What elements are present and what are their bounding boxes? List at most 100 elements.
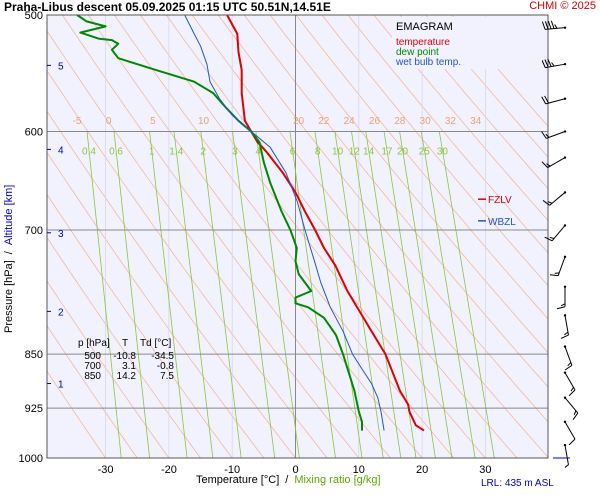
adiabat-label: 5 (150, 116, 156, 127)
temperature-tick-label: -30 (98, 464, 114, 476)
wind-barb-feather (541, 96, 547, 105)
wind-barb-station (563, 26, 567, 29)
temperature-tick-label: 30 (479, 464, 491, 476)
plot-area (47, 15, 548, 458)
axis-sep: / (3, 250, 15, 254)
dry-adiabat (217, 15, 548, 423)
credit: CHMI © 2025 (529, 0, 596, 12)
dry-adiabat (347, 15, 548, 254)
pressure-axis-label: Pressure [hPa] (3, 260, 15, 333)
mixing-ratio-label: 2 (200, 146, 206, 157)
pressure-tick-label: 925 (25, 403, 43, 415)
profile-line-wet-bulb-temp (184, 15, 385, 431)
wind-barb-feather (554, 272, 560, 274)
mixing-ratio-line (289, 131, 336, 458)
wind-barb-staff (557, 256, 566, 276)
mixing-ratio-line (149, 131, 188, 458)
wind-barb-staff (564, 346, 573, 366)
wind-barb (541, 95, 567, 105)
wind-barb-staff (564, 421, 576, 440)
wind-barb-feather (547, 201, 553, 204)
mixing-ratio-label: 10 (332, 146, 344, 157)
wind-barb-staff (549, 192, 566, 206)
mixing-ratio-label: 25 (419, 146, 431, 157)
dry-adiabat (243, 15, 548, 388)
mixing-ratio-line (113, 131, 151, 458)
y-axis-title: Pressure [hPa] / Altitude [km] (3, 185, 15, 333)
wind-barbs (541, 20, 579, 468)
x-axis-title: Temperature [°C] / Mixing ratio [g/kg] (196, 474, 381, 486)
wind-barb (563, 345, 573, 371)
table-pressure: 500 (84, 351, 101, 362)
wind-barb-staff (546, 131, 566, 139)
mixing-ratio-label: 12 (349, 146, 361, 157)
temperature-tick-label: 0 (292, 464, 298, 476)
table-temperature: 14.2 (117, 371, 137, 382)
wind-barb-staff (547, 157, 566, 169)
adiabat-label: 28 (394, 116, 406, 127)
adiabat-label: 22 (318, 116, 330, 127)
dry-adiabat (451, 15, 548, 127)
mixing-ratio-line (420, 131, 476, 458)
altitude-tick-label: 3 (58, 229, 64, 240)
table-header-cell: T (122, 338, 128, 349)
dry-adiabat (139, 15, 486, 458)
pressure-tick-label: 500 (25, 10, 43, 22)
temperature-tick-label: 10 (353, 464, 365, 476)
mixing-ratio-line (334, 131, 384, 458)
altitude-tick-label: 1 (58, 380, 64, 391)
dry-adiabat (47, 325, 138, 458)
mixing-ratio-line (351, 131, 402, 458)
mixing-ratio-line (232, 131, 276, 458)
mixing-ratio-line (383, 131, 436, 458)
wind-barb (541, 156, 567, 169)
wind-barb-feather (547, 20, 552, 30)
pressure-tick-label: 1000 (19, 453, 43, 465)
temperature-tick-label: 20 (416, 464, 428, 476)
dry-adiabat (47, 193, 233, 458)
plot-frame (46, 14, 549, 459)
wind-barb-feather (541, 131, 547, 139)
mixing-ratio-label: 20 (397, 146, 409, 157)
wind-barb-staff (551, 225, 566, 242)
wind-barb-feather (544, 95, 550, 104)
mixing-ratio-label: 0.4 (82, 146, 96, 157)
wind-barb-staff (564, 372, 576, 391)
dry-adiabat (62, 15, 391, 458)
dry-adiabat (191, 15, 548, 458)
wind-barb-feather (544, 21, 549, 30)
adiabat-label: 20 (293, 116, 305, 127)
dry-adiabat (47, 110, 296, 458)
wind-barb (563, 371, 576, 397)
table-header-cell: Td [°C] (140, 338, 171, 349)
dry-adiabat (47, 370, 106, 458)
wind-barb (544, 224, 567, 242)
table-pressure: 700 (84, 361, 101, 372)
mixing-ratio-label: 1.4 (169, 146, 183, 157)
wind-barb-feather (541, 161, 549, 168)
wind-barb-feather (541, 21, 546, 30)
wind-barb-staff (564, 315, 569, 336)
wind-barb-feather (567, 362, 572, 367)
dry-adiabat (399, 15, 548, 190)
pressure-tick-label: 600 (25, 127, 43, 139)
wind-barb-feather (568, 438, 576, 446)
wind-barb-feather (564, 364, 573, 371)
temperature-tick-label: -20 (161, 464, 177, 476)
mixing-ratio-label: 3 (232, 146, 238, 157)
wind-barb-feather (542, 200, 550, 206)
profile-line-dew-point (76, 15, 363, 431)
dry-adiabat (88, 15, 423, 458)
wind-barb-staff (545, 27, 566, 30)
mixing-ratio-line (200, 131, 242, 458)
mixing-ratio-line (255, 131, 300, 458)
dry-adiabat (425, 15, 548, 158)
wind-barb-staff (564, 397, 579, 414)
adiabat-label: 10 (198, 116, 210, 127)
wind-barb (542, 191, 567, 206)
table-header-cell: p [hPa] (78, 338, 110, 349)
wind-barb (563, 396, 579, 421)
mixing-ratio-line (399, 131, 453, 458)
mixing-ratio-label: 14 (363, 146, 375, 157)
